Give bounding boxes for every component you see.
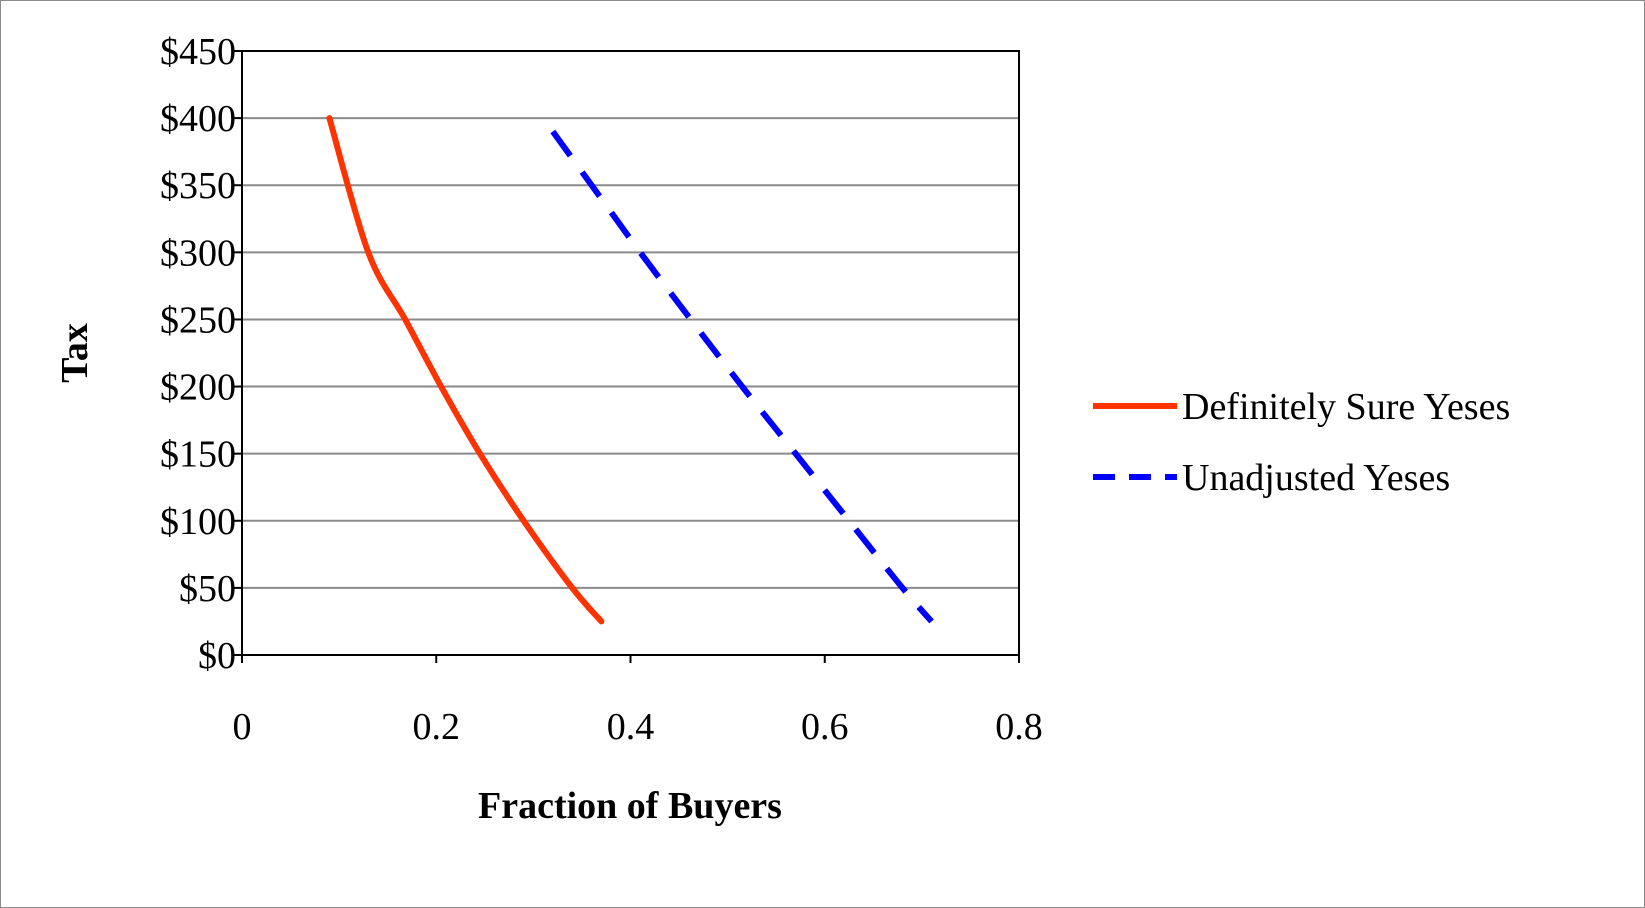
y-tick-label: $100 xyxy=(160,501,236,543)
y-tick-label: $250 xyxy=(160,299,236,341)
x-tick-label: 0.6 xyxy=(801,706,849,748)
y-tick-label: $300 xyxy=(160,232,236,274)
gridlines xyxy=(242,51,1019,588)
legend-label-0: Definitely Sure Yeses xyxy=(1182,386,1510,428)
y-tick-label: $400 xyxy=(160,98,236,140)
legend-label-1: Unadjusted Yeses xyxy=(1182,457,1450,499)
y-tick-label: $0 xyxy=(198,635,236,677)
x-axis-title: Fraction of Buyers xyxy=(478,785,782,827)
x-tick-label: 0.2 xyxy=(413,706,461,748)
series-line-0 xyxy=(329,118,601,621)
axis-ticks: $0 $50 $100 $150 $200 $250 $300 $350 $400 $450 0 0.… xyxy=(160,31,1043,748)
x-tick-label: 0.4 xyxy=(607,706,655,748)
x-tick-label: 0.8 xyxy=(995,706,1043,748)
y-axis-title: Tax xyxy=(54,323,96,383)
y-tick-label: $350 xyxy=(160,165,236,207)
x-tick-label: 0 xyxy=(233,706,252,748)
y-tick-label: $450 xyxy=(160,31,236,73)
y-tick-label: $50 xyxy=(179,568,236,610)
series-lines xyxy=(329,118,931,621)
y-tick-label: $150 xyxy=(160,434,236,476)
y-tick-label: $200 xyxy=(160,367,236,409)
legend: Definitely Sure Yeses Unadjusted Yeses xyxy=(1093,386,1510,499)
plot-area-border xyxy=(242,51,1019,655)
series-line-1 xyxy=(553,132,932,622)
